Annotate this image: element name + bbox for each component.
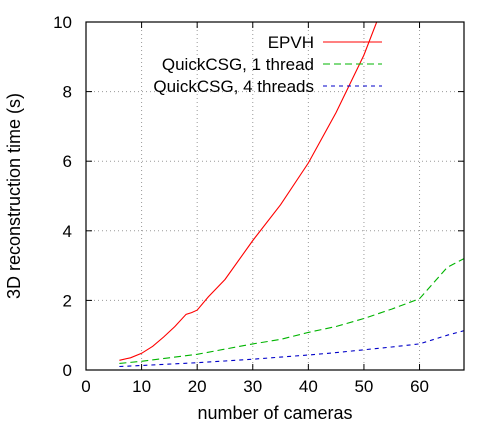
x-tick-label: 40 [299, 377, 318, 396]
y-tick-label: 6 [63, 152, 72, 171]
x-tick-label: 30 [243, 377, 262, 396]
y-tick-label: 0 [63, 361, 72, 380]
series-layer [119, 22, 464, 368]
legend-label: EPVH [268, 33, 314, 52]
x-tick-label: 10 [132, 377, 151, 396]
legend-label: QuickCSG, 1 thread [162, 55, 314, 74]
x-tick-label: 0 [81, 377, 90, 396]
y-tick-label: 2 [63, 291, 72, 310]
plot-frame [85, 21, 465, 371]
axis-ticks: 0 10 20 30 40 50 60 0 2 4 6 8 10 [53, 13, 464, 396]
y-axis-title: 3D reconstruction time (s) [4, 93, 24, 299]
y-tick-label: 10 [53, 13, 72, 32]
legend: EPVH QuickCSG, 1 thread QuickCSG, 4 thread… [153, 33, 382, 96]
x-tick-label: 50 [354, 377, 373, 396]
grid-lines [86, 22, 464, 370]
x-tick-label: 60 [410, 377, 429, 396]
series-line-2 [119, 330, 464, 368]
series-line-1 [119, 258, 464, 364]
x-tick-label: 20 [188, 377, 207, 396]
x-axis-title: number of cameras [197, 403, 352, 423]
y-tick-label: 8 [63, 83, 72, 102]
series-line-0 [119, 22, 378, 361]
legend-label: QuickCSG, 4 threads [153, 77, 314, 96]
y-tick-label: 4 [63, 222, 72, 241]
